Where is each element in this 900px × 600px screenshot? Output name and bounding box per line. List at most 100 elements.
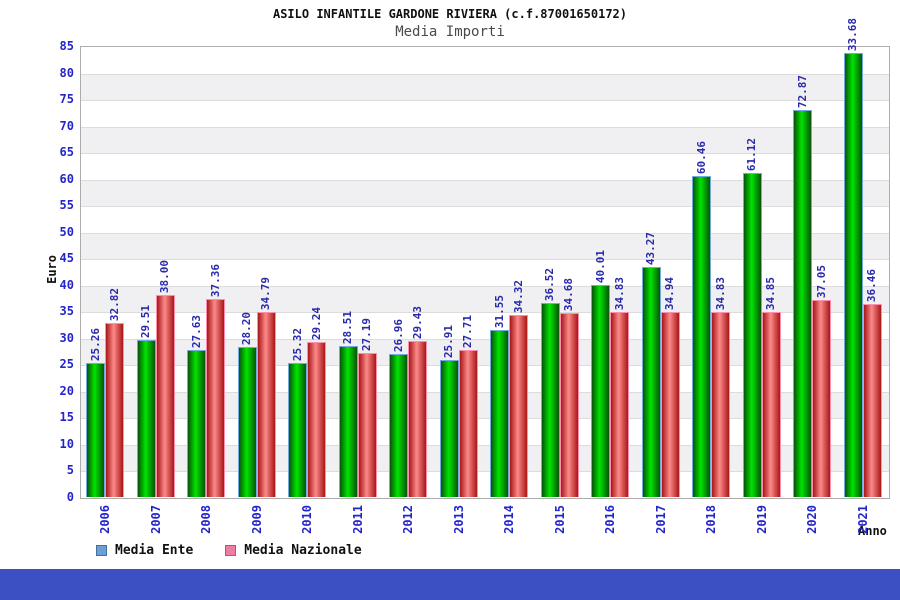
bar-value-label: 38.00 — [158, 259, 172, 293]
x-tick-label-2011: 2011 — [350, 505, 365, 534]
bar-media-ente-2016 — [591, 285, 611, 497]
bar-media-ente-2012 — [389, 354, 409, 497]
x-tick-label-2018: 2018 — [704, 505, 719, 534]
bar-media-nazionale-2014 — [509, 315, 529, 497]
bar-media-nazionale-2015 — [559, 313, 579, 497]
y-tick-label: 30 — [59, 330, 74, 345]
bar-value-label: 37.05 — [814, 264, 828, 298]
bar-media-nazionale-2017 — [660, 312, 680, 497]
bar-value-label: 25.32 — [290, 327, 304, 361]
x-tick-label-2015: 2015 — [552, 505, 567, 534]
plot-band — [81, 179, 889, 207]
x-tick-label-2006: 2006 — [98, 505, 113, 534]
y-tick-label: 40 — [59, 277, 74, 292]
bar-media-ente-2013 — [439, 360, 459, 497]
plot-band — [81, 126, 889, 154]
bar-media-ente-2019 — [742, 173, 762, 497]
plot-band — [81, 47, 889, 74]
bar-media-nazionale-2021 — [862, 304, 882, 497]
y-tick-label: 75 — [59, 92, 74, 107]
legend-label-media-ente: Media Ente — [115, 542, 194, 558]
bar-value-label: 32.82 — [107, 287, 121, 321]
footer-bar — [0, 569, 900, 600]
bar-media-nazionale-2018 — [711, 312, 731, 497]
y-tick-label: 25 — [59, 357, 74, 372]
y-tick-label: 15 — [59, 410, 74, 425]
y-tick-label: 5 — [66, 463, 74, 478]
bar-value-label: 43.27 — [644, 231, 658, 265]
bar-value-label: 72.87 — [795, 74, 809, 108]
bar-media-ente-2008 — [187, 350, 207, 497]
bar-value-label: 29.24 — [309, 306, 323, 340]
bar-value-label: 34.85 — [764, 276, 778, 310]
bar-media-nazionale-2012 — [408, 341, 428, 497]
y-tick-label: 70 — [59, 118, 74, 133]
bar-value-label: 27.63 — [189, 314, 203, 348]
bar-value-label: 34.32 — [511, 279, 525, 313]
y-tick-label: 60 — [59, 171, 74, 186]
y-tick-label: 50 — [59, 224, 74, 239]
y-tick-label: 80 — [59, 65, 74, 80]
bar-value-label: 28.51 — [341, 310, 355, 344]
bar-media-ente-2021 — [843, 53, 863, 497]
bar-media-nazionale-2008 — [206, 299, 226, 497]
y-tick-label: 10 — [59, 436, 74, 451]
bar-media-ente-2009 — [237, 347, 257, 497]
y-tick-label: 85 — [59, 39, 74, 53]
plot-band — [81, 73, 889, 101]
chart-subtitle: Media Importi — [395, 24, 505, 40]
bar-value-label: 34.83 — [612, 276, 626, 310]
x-tick-label-2013: 2013 — [451, 505, 466, 534]
bar-media-nazionale-2010 — [307, 342, 327, 497]
y-tick-label: 20 — [59, 383, 74, 398]
bar-media-ente-2011 — [338, 346, 358, 497]
bar-media-nazionale-2013 — [458, 350, 478, 497]
x-tick-label-2019: 2019 — [754, 505, 769, 534]
x-tick-label-2012: 2012 — [401, 505, 416, 534]
bar-value-label: 60.46 — [694, 140, 708, 174]
bar-value-label: 27.19 — [360, 317, 374, 351]
bar-value-label: 26.96 — [391, 318, 405, 352]
bar-media-nazionale-2016 — [610, 312, 630, 497]
bar-value-label: 29.43 — [410, 305, 424, 339]
bar-media-ente-2018 — [692, 176, 712, 497]
bar-value-label: 34.83 — [713, 276, 727, 310]
bar-value-label: 25.91 — [442, 324, 456, 358]
bar-value-label: 61.12 — [745, 137, 759, 171]
x-axis-title: Anno — [858, 524, 887, 538]
y-tick-label: 35 — [59, 304, 74, 319]
bar-value-label: 34.79 — [259, 276, 273, 310]
bar-value-label: 34.94 — [663, 276, 677, 310]
bar-media-ente-2007 — [136, 340, 156, 497]
bar-media-ente-2020 — [793, 110, 813, 497]
x-tick-label-2009: 2009 — [249, 505, 264, 534]
bar-media-ente-2015 — [540, 303, 560, 497]
bar-media-ente-2014 — [490, 330, 510, 497]
y-tick-label: 45 — [59, 251, 74, 266]
bar-value-label: 34.68 — [562, 277, 576, 311]
bar-media-nazionale-2019 — [761, 312, 781, 497]
legend-swatch-media-nazionale — [225, 544, 237, 556]
bar-value-label: 25.26 — [88, 327, 102, 361]
y-tick-label: 65 — [59, 145, 74, 160]
x-tick-label-2021: 2021 — [855, 505, 870, 534]
bar-media-nazionale-2006 — [105, 323, 125, 497]
bar-media-nazionale-2007 — [155, 295, 175, 497]
x-tick-label-2008: 2008 — [199, 505, 214, 534]
bar-media-ente-2006 — [86, 363, 106, 497]
bar-value-label: 36.46 — [865, 268, 879, 302]
plot-band — [81, 232, 889, 260]
y-tick-label: 0 — [66, 490, 74, 504]
legend: Media Ente Media Nazionale — [96, 542, 386, 558]
bar-value-label: 29.51 — [139, 304, 153, 338]
plot-band — [81, 153, 889, 180]
bar-value-label: 33.68 — [846, 17, 860, 51]
y-tick-label: 55 — [59, 198, 74, 213]
x-tick-label-2014: 2014 — [502, 505, 517, 534]
plot-band — [81, 206, 889, 233]
bar-value-label: 37.36 — [208, 263, 222, 297]
bar-media-nazionale-2011 — [357, 353, 377, 497]
x-tick-label-2007: 2007 — [148, 505, 163, 534]
bar-media-nazionale-2009 — [256, 312, 276, 497]
